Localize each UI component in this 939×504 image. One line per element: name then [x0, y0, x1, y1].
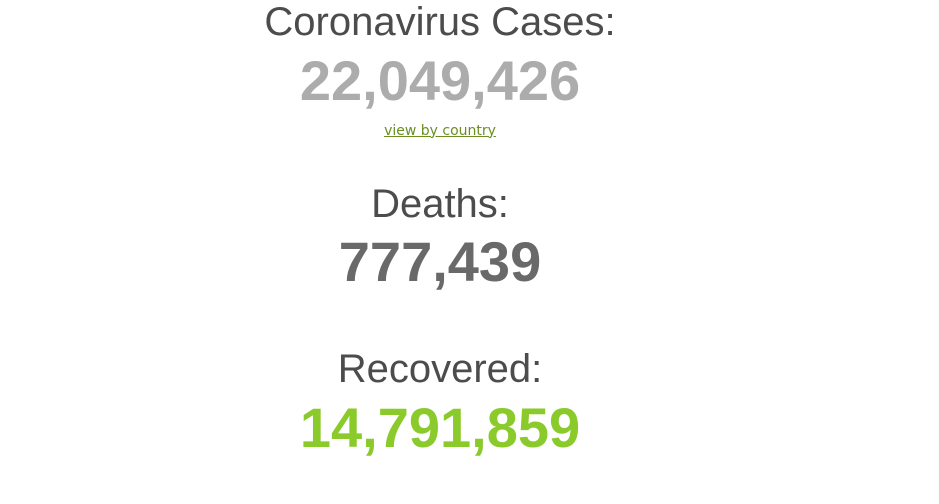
- cases-count: 22,049,426: [299, 48, 581, 112]
- cases-counter-block: Coronavirus Cases: 22,049,426 view by co…: [0, 0, 880, 140]
- view-by-country-link[interactable]: view by country: [384, 122, 496, 139]
- deaths-count: 777,439: [338, 230, 542, 294]
- stats-column: Coronavirus Cases: 22,049,426 view by co…: [0, 0, 880, 456]
- recovered-count: 14,791,859: [299, 396, 581, 460]
- recovered-heading: Recovered:: [337, 347, 543, 392]
- deaths-heading: Deaths:: [371, 181, 509, 226]
- view-by-country-row: view by country: [0, 123, 880, 140]
- deaths-counter-block: Deaths: 777,439: [0, 182, 880, 291]
- cases-heading: Coronavirus Cases:: [264, 0, 616, 44]
- recovered-counter-block: Recovered: 14,791,859: [0, 347, 880, 456]
